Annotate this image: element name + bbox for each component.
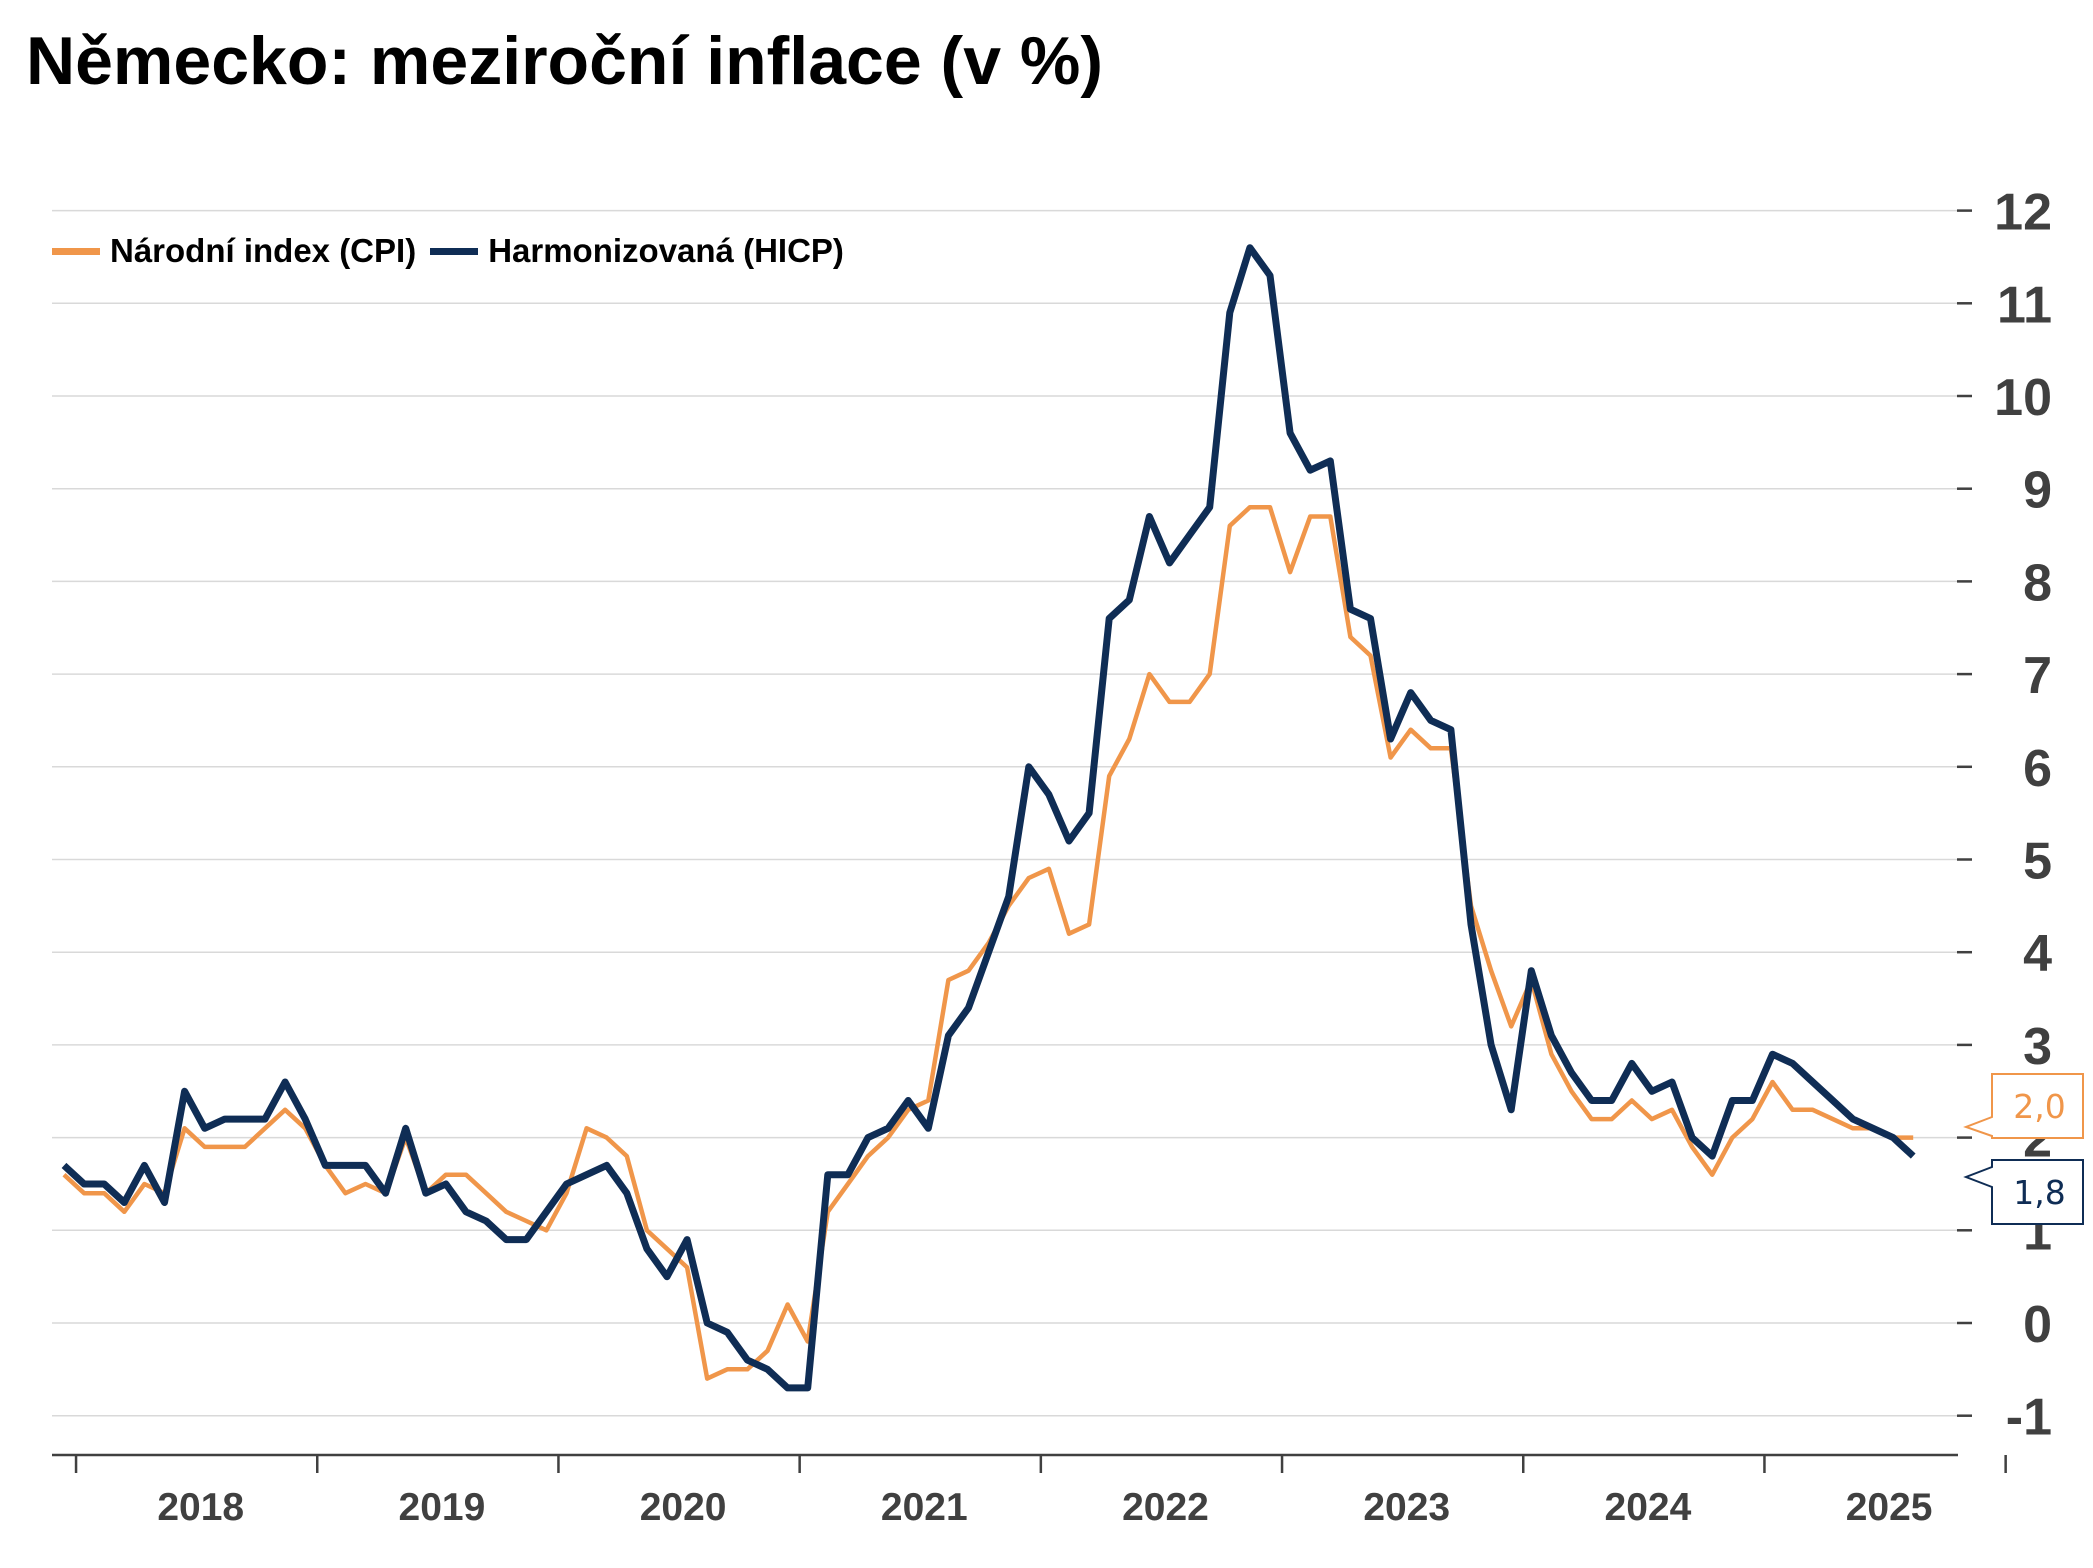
x-tick-label: 2018 [157,1486,244,1529]
y-tick-label: 9 [2023,462,2052,520]
y-tick-label: 12 [1994,184,2052,242]
y-tick-label: 5 [2023,833,2052,891]
x-tick-label: 2025 [1846,1486,1933,1529]
gridlines [52,209,1958,1417]
y-tick-label: -1 [2006,1389,2052,1447]
x-tick-label: 2024 [1605,1486,1692,1529]
legend: Národní index (CPI) Harmonizovaná (HICP) [52,232,858,270]
y-tick-label: 3 [2023,1018,2052,1076]
x-tick-label: 2019 [399,1486,486,1529]
end-label-cpi: 2,0 [2013,1087,2065,1126]
y-tick-label: 6 [2023,740,2052,798]
chart-title: Německo: meziroční inflace (v %) [26,23,1104,99]
x-axis: 2018 2019 2020 2021 2022 2023 2024 2025 [52,1453,2007,1529]
legend-label-hicp: Harmonizovaná (HICP) [488,232,844,269]
end-label-hicp: 1,8 [2013,1173,2065,1212]
y-tick-label: 8 [2023,554,2052,612]
y-tick-label: 10 [1994,369,2052,427]
end-label-hicp-box [1963,1159,2084,1225]
x-tick-label: 2022 [1122,1486,1209,1529]
y-tick-label: 4 [2023,925,2052,983]
series-line-hicp [61,244,1916,1392]
legend-item-hicp: Harmonizovaná (HICP) [430,232,844,270]
y-tick-label: 0 [2023,1296,2052,1354]
end-label-cpi-box [1963,1073,2084,1139]
legend-swatch-hicp [430,247,479,255]
x-tick-label: 2021 [881,1486,968,1529]
y-tick-label: 11 [1997,276,2052,334]
end-labels: 2,0 1,8 [1963,1073,2084,1225]
legend-swatch-cpi [52,247,100,255]
legend-label-cpi: Národní index (CPI) [110,232,417,269]
y-tick-label: 7 [2023,647,2052,705]
x-tick-label: 2020 [640,1486,727,1529]
series-lines [61,244,1916,1392]
legend-item-cpi: Národní index (CPI) [52,232,416,270]
x-tick-label: 2023 [1363,1486,1450,1529]
